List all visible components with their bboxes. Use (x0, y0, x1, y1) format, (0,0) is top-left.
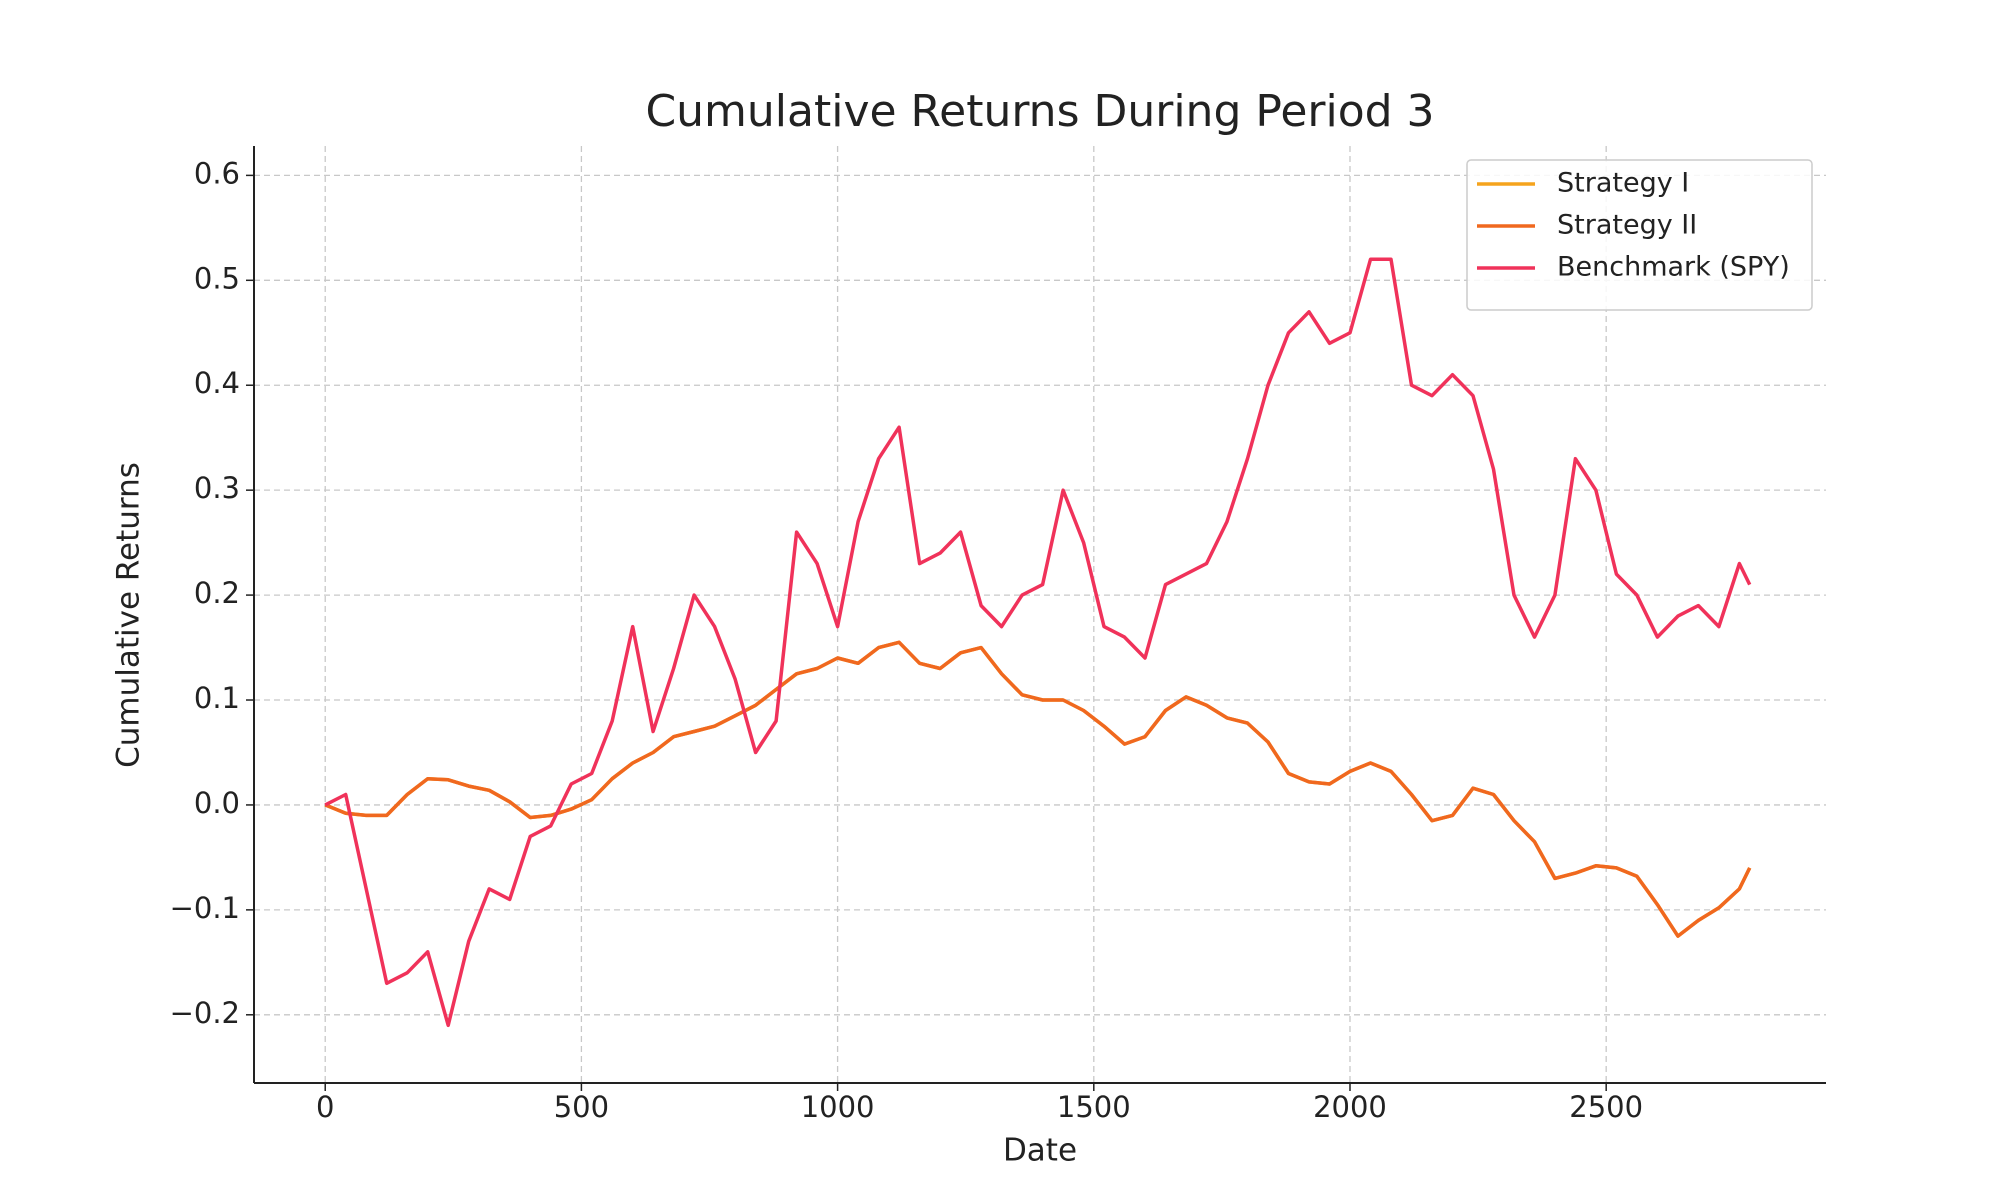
y-tick-label: 0.4 (194, 366, 240, 400)
x-tick-label: 500 (554, 1090, 609, 1124)
x-axis-label: Date (1003, 1133, 1077, 1169)
legend-label: Strategy II (1557, 210, 1697, 241)
x-tick-label: 2500 (1569, 1090, 1643, 1124)
y-tick-label: 0.5 (194, 261, 240, 295)
chart-title: Cumulative Returns During Period 3 (645, 86, 1434, 137)
series-line (324, 640, 1752, 938)
y-tick-label: −0.2 (170, 996, 240, 1030)
y-tick-label: 0.2 (194, 576, 240, 610)
series-line (324, 257, 1752, 1028)
y-tick-label: 0.1 (194, 681, 240, 715)
y-tick-label: 0.3 (194, 471, 240, 505)
y-tick-label: 0.6 (194, 156, 240, 190)
x-tick-label: 1500 (1057, 1090, 1131, 1124)
legend-label: Strategy I (1557, 168, 1689, 199)
x-tick-label: 1000 (801, 1090, 875, 1124)
legend-box (1466, 159, 1813, 311)
y-tick-label: −0.1 (170, 891, 240, 925)
legend-label: Benchmark (SPY) (1557, 252, 1790, 283)
y-tick-label: 0.0 (194, 786, 240, 820)
y-axis-label: Cumulative Returns (111, 462, 147, 768)
series-line (324, 640, 1752, 938)
x-tick-label: 0 (316, 1090, 334, 1124)
x-tick-label: 2000 (1313, 1090, 1387, 1124)
legend: Strategy I Strategy II Benchmark (SPY) (1466, 159, 1813, 311)
